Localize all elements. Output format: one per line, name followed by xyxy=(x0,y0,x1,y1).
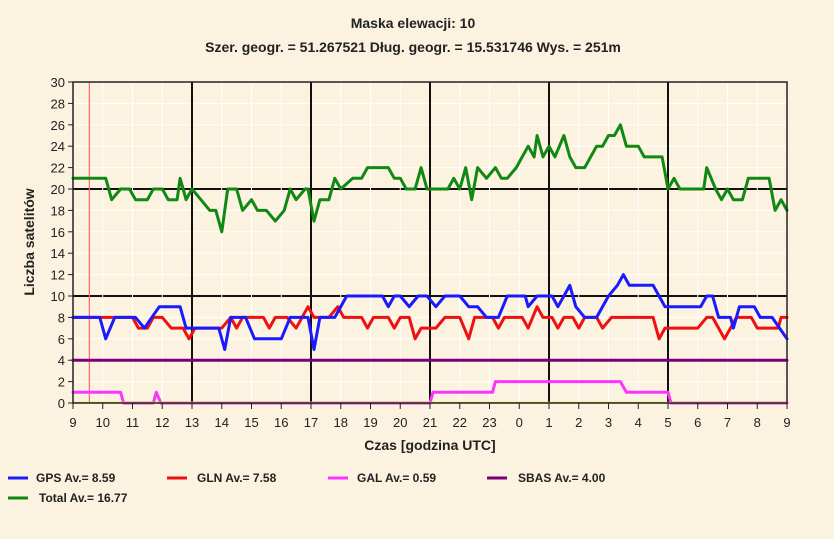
x-tick-label: 2 xyxy=(575,415,582,430)
x-tick-label: 17 xyxy=(304,415,318,430)
x-tick-label: 0 xyxy=(516,415,523,430)
legend-label-sbas: SBAS Av.= 4.00 xyxy=(518,471,606,485)
series-line-gln xyxy=(71,305,789,341)
y-tick-label: 10 xyxy=(51,289,65,304)
y-tick-label: 2 xyxy=(58,375,65,390)
x-tick-label: 14 xyxy=(215,415,229,430)
x-tick-label: 20 xyxy=(393,415,407,430)
x-tick-labels: 9 10 11 12 13 14 15 16 17 18 19 20 21 22 23 0 1 2 3 4 5 6 7 8 9 xyxy=(69,403,791,430)
chart-subtitle: Szer. geogr. = 51.267521 Dług. geogr. = … xyxy=(205,39,621,55)
y-tick-label: 4 xyxy=(58,353,65,368)
x-tick-label: 7 xyxy=(724,415,731,430)
y-tick-label: 16 xyxy=(51,225,65,240)
y-tick-label: 14 xyxy=(51,246,65,261)
legend-label-gal: GAL Av.= 0.59 xyxy=(357,471,436,485)
legend: GPS Av.= 8.59 GLN Av.= 7.58 GAL Av.= 0.59 S… xyxy=(8,471,606,505)
x-tick-label: 8 xyxy=(754,415,761,430)
x-axis-label: Czas [godzina UTC] xyxy=(364,437,495,453)
chart-title: Maska elewacji: 10 xyxy=(351,15,476,31)
x-tick-label: 15 xyxy=(244,415,258,430)
y-tick-label: 0 xyxy=(58,396,65,411)
x-tick-label: 13 xyxy=(185,415,199,430)
y-axis-label: Liczba satelitów xyxy=(21,188,37,295)
x-tick-label: 1 xyxy=(545,415,552,430)
y-tick-label: 30 xyxy=(51,75,65,90)
x-tick-label: 9 xyxy=(69,415,76,430)
legend-label-gln: GLN Av.= 7.58 xyxy=(197,471,277,485)
x-tick-label: 19 xyxy=(363,415,377,430)
x-tick-label: 21 xyxy=(423,415,437,430)
y-tick-label: 26 xyxy=(51,118,65,133)
legend-label-gps: GPS Av.= 8.59 xyxy=(36,471,116,485)
x-tick-label: 23 xyxy=(482,415,496,430)
x-tick-label: 9 xyxy=(783,415,790,430)
y-tick-label: 28 xyxy=(51,96,65,111)
x-tick-label: 4 xyxy=(635,415,642,430)
x-tick-label: 11 xyxy=(126,415,140,430)
x-tick-label: 6 xyxy=(694,415,701,430)
series-line-total xyxy=(71,123,789,234)
y-tick-label: 8 xyxy=(58,310,65,325)
y-tick-label: 18 xyxy=(51,203,65,218)
x-tick-label: 16 xyxy=(274,415,288,430)
legend-label-total: Total Av.= 16.77 xyxy=(39,491,128,505)
x-tick-label: 3 xyxy=(605,415,612,430)
y-tick-label: 6 xyxy=(58,332,65,347)
x-tick-label: 10 xyxy=(96,415,110,430)
y-tick-label: 24 xyxy=(51,139,65,154)
y-tick-label: 12 xyxy=(51,268,65,283)
y-tick-label: 20 xyxy=(51,182,65,197)
x-tick-label: 18 xyxy=(334,415,348,430)
series-line-gps xyxy=(71,273,789,351)
x-tick-label: 12 xyxy=(155,415,169,430)
x-tick-label: 5 xyxy=(664,415,671,430)
x-tick-label: 22 xyxy=(453,415,467,430)
y-tick-label: 22 xyxy=(51,161,65,176)
